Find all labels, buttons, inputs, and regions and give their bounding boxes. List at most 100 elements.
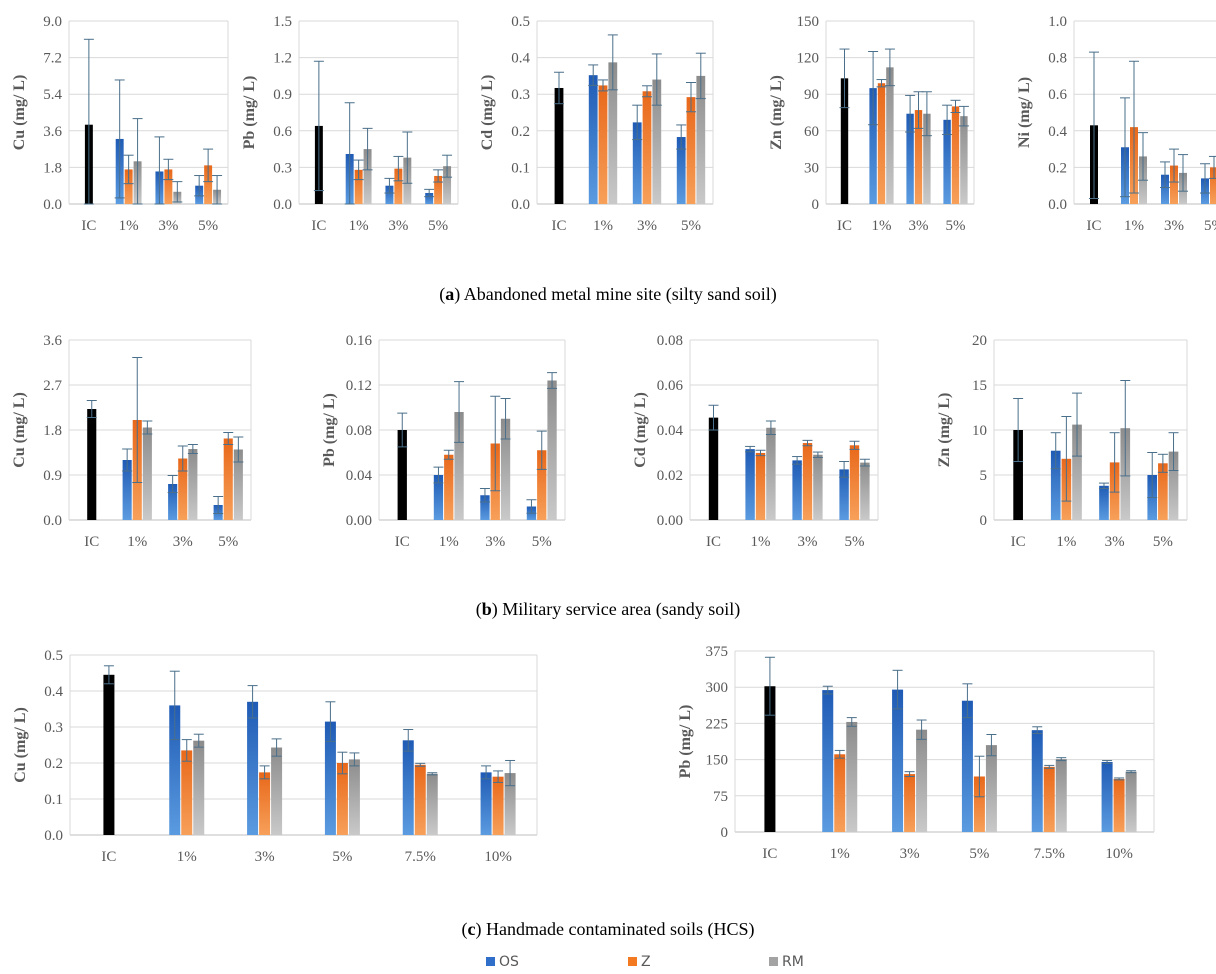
chart-c-10: 0.0 0.1 0.2 0.3 0.4 0.5 Cu (mg/ L) IC 1% 3% 5% 7.5%… [12,648,538,865]
bar-ic [764,686,776,832]
bar-z [223,438,233,520]
x-tick-label: 5% [946,218,966,234]
bar-z [181,750,193,835]
x-tick-label: 3% [173,534,193,550]
bar-os [1031,730,1043,832]
y-tick-label: 0.04 [657,423,684,439]
x-tick-label: 3% [388,218,408,234]
bar-os [943,119,951,204]
chart-b-8: 0.00 0.02 0.04 0.06 0.08 Cd (mg/ L) IC 1% 3% 5% [632,333,879,550]
y-tick-label: 0.8 [1048,51,1067,67]
y-tick-label: 1.2 [273,51,292,67]
bar-os [425,193,434,204]
bar-rm [233,449,243,520]
y-tick-label: 150 [797,14,820,30]
x-tick-label: IC [395,534,410,550]
bar-ic [840,78,849,204]
bar-rm [916,729,928,832]
x-tick-label: IC [837,218,852,234]
y-tick-label: 0.08 [346,423,372,439]
y-axis-label: Cu (mg/ L) [11,75,28,151]
bar-rm [188,449,198,520]
legend-swatch-rm [769,957,778,966]
y-tick-label: 0.06 [657,378,684,394]
legend: OS Z RM [0,954,1216,974]
bar-rm [500,418,511,520]
bar-z [1210,167,1216,204]
y-tick-label: 9.0 [43,14,62,30]
y-tick-label: 225 [706,716,729,732]
x-tick-label: 1% [1056,534,1076,550]
chart-b-6: 0.0 0.9 1.8 2.7 3.6 Cu (mg/ L) IC 1% 3% 5% [11,333,252,550]
bar-rm [846,721,858,832]
caption-a-text: Abandoned metal mine site (silty sand so… [460,284,777,304]
bar-os [169,705,181,835]
y-tick-label: 2.7 [43,378,62,394]
legend-label-rm: RM [782,954,804,970]
bar-rm [443,166,452,204]
x-tick-label: 3% [485,534,505,550]
x-tick-label: 5% [969,846,989,862]
bar-z [755,452,766,520]
bar-z [178,458,188,520]
x-tick-label: IC [81,218,96,234]
y-tick-label: 1.8 [43,423,62,439]
y-tick-label: 120 [797,51,820,67]
caption-a-tag: a [445,284,455,304]
y-tick-label: 0.00 [346,513,372,529]
bar-z [259,772,271,835]
bar-rm [1072,424,1082,520]
y-tick-label: 0.9 [43,468,62,484]
x-tick-label: IC [762,846,777,862]
y-axis-label: Pb (mg/ L) [241,76,258,150]
y-tick-label: 0.4 [44,684,63,700]
bar-os [402,740,414,835]
y-axis-label: Cd (mg/ L) [479,75,496,151]
bar-rm [142,427,152,520]
bar-rm [363,149,372,204]
x-tick-label: IC [1011,534,1026,550]
bar-os [745,449,755,520]
bar-ic [397,430,407,520]
bar-z [164,169,173,204]
caption-c: (c) Handmade contaminated soils (HCS) [461,919,755,939]
bar-z [1158,463,1168,520]
x-tick-label: IC [311,218,326,234]
y-tick-label: 75 [713,789,728,805]
y-tick-label: 150 [706,753,729,769]
bar-os [122,460,132,520]
x-tick-label: 7.5% [405,849,436,865]
x-tick-label: 5% [845,534,865,550]
bar-os [324,721,336,835]
bar-os [869,88,877,204]
bar-os [1161,174,1169,204]
bar-z [354,169,363,204]
bar-z [204,165,213,204]
bar-os [906,113,914,204]
y-tick-label: 0.0 [43,513,62,529]
y-tick-label: 0.0 [273,197,292,213]
x-tick-label: 10% [484,849,512,865]
y-axis-label: Zn (mg/ L) [936,393,953,468]
x-tick-label: 3% [255,849,275,865]
bar-rm [504,773,516,835]
bar-os [1050,450,1061,520]
x-tick-label: 5% [1153,534,1173,550]
bar-rm [1055,759,1067,832]
y-tick-label: 0.02 [657,468,683,484]
bar-ic [1013,430,1023,520]
y-tick-label: 0.0 [43,197,62,213]
bar-z [1043,766,1055,832]
chart-b-7: 0.00 0.04 0.08 0.12 0.16 Pb (mg/ L) IC 1% 3% 5% [321,333,566,550]
legend-label-z: Z [641,954,651,970]
y-tick-label: 0.5 [44,648,63,664]
x-tick-label: 1% [127,534,147,550]
chart-a-4: 0 30 60 90 120 150 Zn (mg/ L) IC 1% 3% 5% [768,14,975,234]
y-tick-label: 30 [804,160,819,176]
bar-os [433,475,444,520]
y-tick-label: 0.0 [44,828,63,844]
bar-z [877,83,886,204]
chart-a-1: 0.0 1.8 3.6 5.4 7.2 9.0 Cu (mg/ L) IC 1% 3% 5% [11,14,229,234]
bar-z [414,764,426,835]
bar-os [168,484,178,520]
